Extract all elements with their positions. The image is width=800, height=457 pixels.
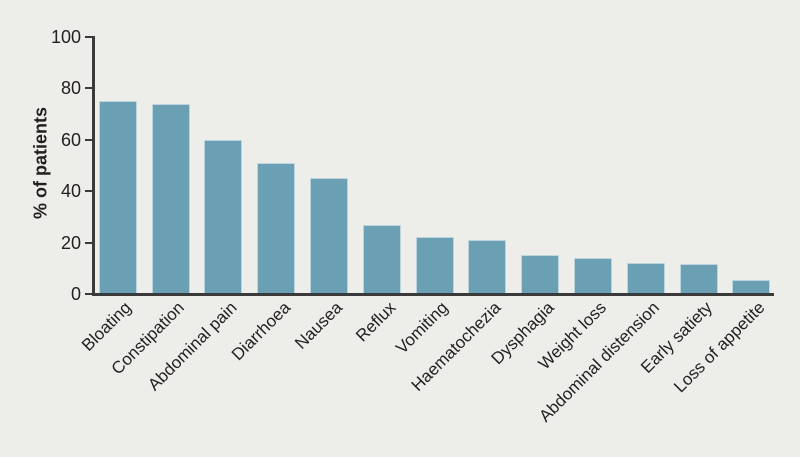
y-tick-label: 100: [50, 27, 81, 47]
bar-early-satiety: [679, 264, 718, 294]
bar-haematochezia: [468, 240, 507, 294]
bar-weight-loss: [574, 258, 612, 294]
y-tick-label: 60: [60, 130, 81, 150]
y-tick-mark: [85, 293, 93, 295]
y-tick-label: 80: [60, 78, 81, 98]
y-tick-mark: [85, 36, 93, 38]
y-axis-title: % of patients: [30, 106, 51, 220]
x-axis-label-reflux: Reflux: [351, 298, 400, 346]
y-tick-label: 20: [60, 233, 81, 253]
y-axis-line: [92, 36, 95, 296]
bar-abdominal-pain: [204, 140, 243, 294]
x-axis-label-nausea: Nausea: [291, 298, 347, 353]
y-tick-mark: [85, 242, 93, 244]
bar-loss-of-appetite: [732, 280, 771, 294]
bar-diarrhoea: [257, 163, 296, 294]
y-tick-mark: [85, 190, 93, 192]
bar-constipation: [151, 104, 190, 294]
bar-dysphagia: [521, 255, 560, 294]
bar-nausea: [310, 178, 348, 294]
bar-vomiting: [415, 237, 454, 294]
y-tick-mark: [85, 139, 93, 141]
y-tick-mark: [85, 87, 93, 89]
bar-bloating: [98, 101, 137, 294]
y-tick-label: 0: [70, 284, 81, 304]
bar-reflux: [362, 225, 401, 294]
bar-abdominal-distension: [626, 263, 665, 294]
y-tick-label: 40: [60, 181, 81, 201]
x-axis-line: [92, 293, 774, 296]
x-axis-label-loss-of-appetite: Loss of appetite: [670, 298, 769, 397]
